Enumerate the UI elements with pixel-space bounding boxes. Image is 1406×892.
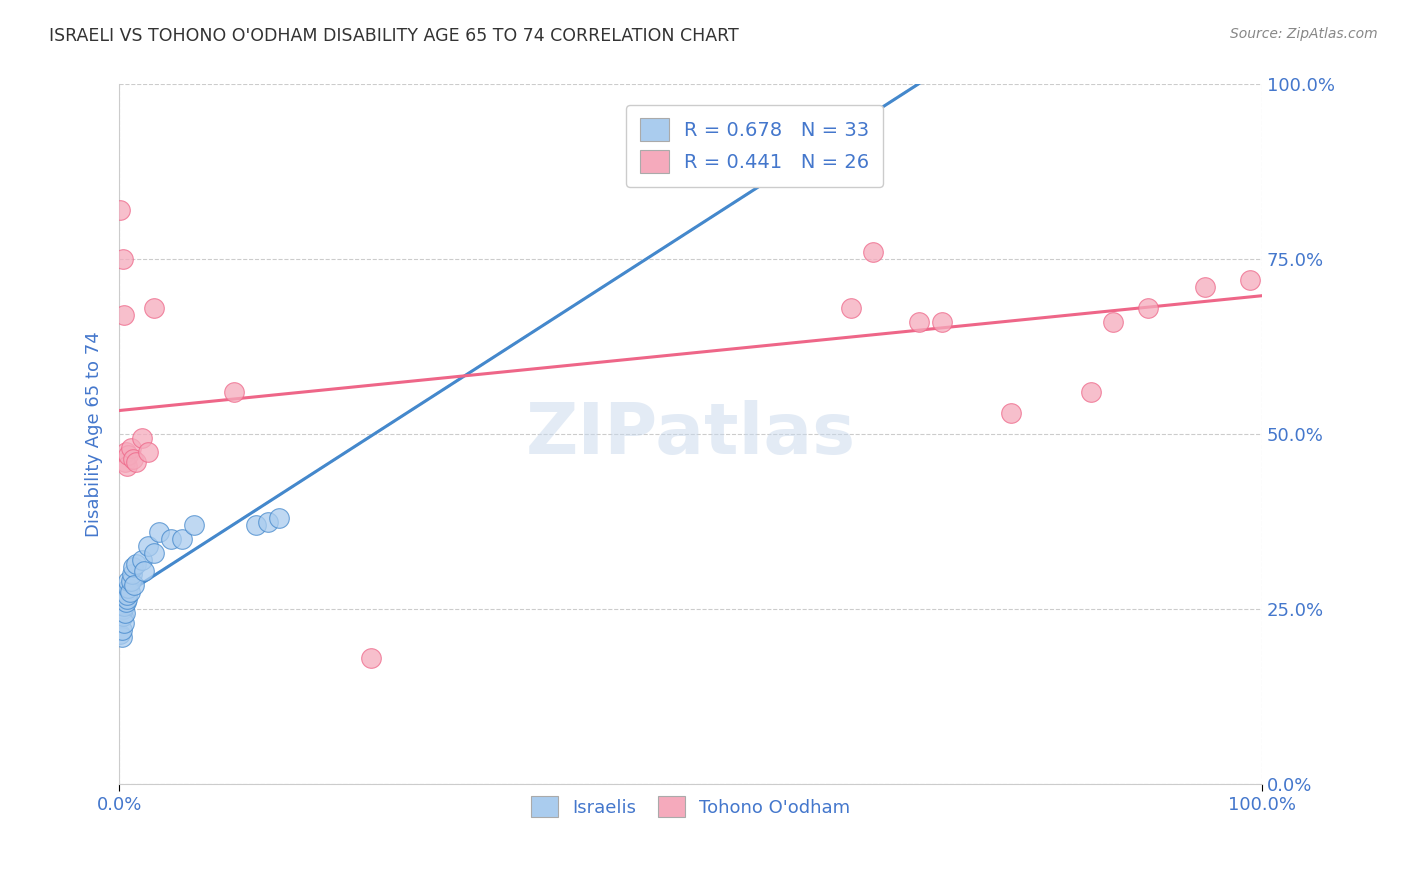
Point (114, 455, 136, 469)
Point (269, 511, 291, 525)
Point (183, 518, 205, 533)
Point (931, 315, 953, 329)
Point (1000, 406, 1022, 420)
Point (159, 533, 181, 547)
Point (122, 560, 145, 574)
Point (110, 624, 132, 638)
Point (110, 203, 132, 218)
Point (120, 574, 142, 589)
Point (908, 315, 931, 329)
Point (172, 533, 194, 547)
Point (142, 546, 165, 560)
Point (117, 449, 139, 463)
Point (122, 452, 145, 467)
Legend: Israelis, Tohono O'odham: Israelis, Tohono O'odham (523, 789, 858, 824)
Point (118, 585, 141, 599)
Point (136, 445, 159, 459)
Point (148, 525, 170, 540)
Text: Source: ZipAtlas.com: Source: ZipAtlas.com (1230, 27, 1378, 41)
Point (121, 567, 143, 582)
Point (1136, 301, 1159, 316)
Point (793, 169, 815, 183)
Point (117, 591, 139, 606)
Point (120, 442, 142, 456)
Point (115, 595, 138, 609)
Point (360, 651, 382, 665)
Point (1194, 280, 1216, 294)
Point (112, 591, 135, 606)
Point (1102, 315, 1125, 329)
Point (111, 252, 134, 267)
Point (136, 540, 159, 554)
Point (1080, 385, 1102, 400)
Point (142, 301, 165, 316)
Point (125, 557, 148, 571)
Y-axis label: Disability Age 65 to 74: Disability Age 65 to 74 (86, 332, 103, 537)
Point (131, 431, 153, 445)
Point (112, 309, 135, 323)
Point (134, 564, 156, 578)
Point (112, 616, 135, 631)
Point (122, 578, 145, 592)
Point (862, 245, 884, 260)
Point (117, 589, 139, 603)
Point (111, 602, 134, 616)
Point (112, 599, 135, 613)
Point (1239, 273, 1261, 287)
Point (111, 609, 134, 624)
Point (110, 627, 132, 641)
Point (131, 553, 153, 567)
Point (222, 385, 245, 400)
Point (245, 518, 267, 533)
Point (117, 582, 139, 596)
Point (115, 445, 138, 459)
Point (114, 589, 136, 603)
Point (256, 515, 278, 529)
Point (839, 301, 862, 316)
Text: ISRAELI VS TOHONO O'ODHAM DISABILITY AGE 65 TO 74 CORRELATION CHART: ISRAELI VS TOHONO O'ODHAM DISABILITY AGE… (49, 27, 740, 45)
Text: ZIPatlas: ZIPatlas (526, 400, 856, 469)
Point (114, 606, 136, 620)
Point (125, 455, 148, 469)
Point (115, 585, 138, 599)
Point (117, 574, 139, 589)
Point (117, 458, 139, 473)
Point (110, 631, 132, 645)
